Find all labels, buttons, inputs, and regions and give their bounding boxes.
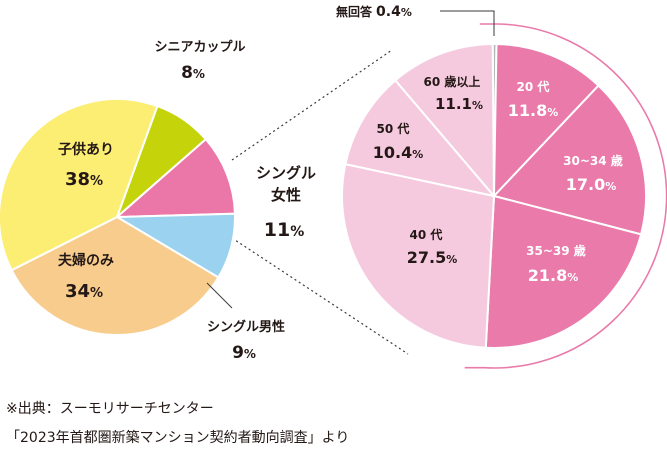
no-answer-leader: [440, 10, 495, 36]
household-pie: [0, 98, 236, 336]
value-couple-only: 34%: [65, 281, 103, 302]
slice-couple-only: [10, 215, 220, 336]
value-single-male: 9%: [232, 343, 256, 363]
value-30-34: 17.0%: [566, 175, 617, 194]
slice-50s: [344, 78, 497, 198]
age-20-39-bracket: [464, 23, 667, 369]
label-no-answer: 無回答 0.4%: [336, 4, 412, 20]
source-line-1: ※出典：スーモリサーチセンター: [6, 401, 214, 417]
single-male-leader: [206, 282, 233, 309]
value-with-children: 38%: [65, 169, 103, 190]
label-50s: 50 代: [377, 121, 410, 136]
value-35-39: 21.8%: [528, 266, 579, 285]
label-couple-only: 夫婦のみ: [58, 252, 114, 269]
slice-40s: [341, 162, 496, 349]
slice-20s: [492, 43, 600, 199]
slice-with-children: [0, 98, 159, 272]
slice-single-female: [114, 137, 236, 219]
label-60plus: 60 歳以上: [424, 74, 481, 89]
label-with-children: 子供あり: [58, 141, 114, 158]
label-40s: 40 代: [410, 227, 443, 242]
value-50s: 10.4%: [373, 143, 424, 162]
source-line-2: 「2023年首都圏新築マンション契約者動向調査」より: [6, 430, 350, 446]
label-30-34: 30~34 歳: [563, 153, 623, 168]
female-age-pie: [341, 43, 647, 349]
value-senior-couple: 8%: [181, 63, 205, 83]
value-40s: 27.5%: [407, 248, 458, 267]
zoom-line-bottom: [231, 237, 409, 355]
label-senior-couple: シニアカップル: [154, 40, 245, 55]
label-35-39: 35~39 歳: [526, 243, 586, 258]
slice-35-39: [484, 194, 643, 349]
value-60plus: 11.1%: [435, 95, 483, 113]
slice-30-34: [492, 84, 647, 236]
label-single-male: シングル男性: [207, 319, 285, 335]
zoom-line-top: [231, 49, 393, 161]
label-single-female: シングル女性: [256, 164, 316, 204]
slice-60plus: [393, 43, 496, 199]
label-20s: 20 代: [517, 79, 550, 94]
value-20s: 11.8%: [508, 101, 559, 120]
value-single-female: 11%: [264, 219, 304, 241]
